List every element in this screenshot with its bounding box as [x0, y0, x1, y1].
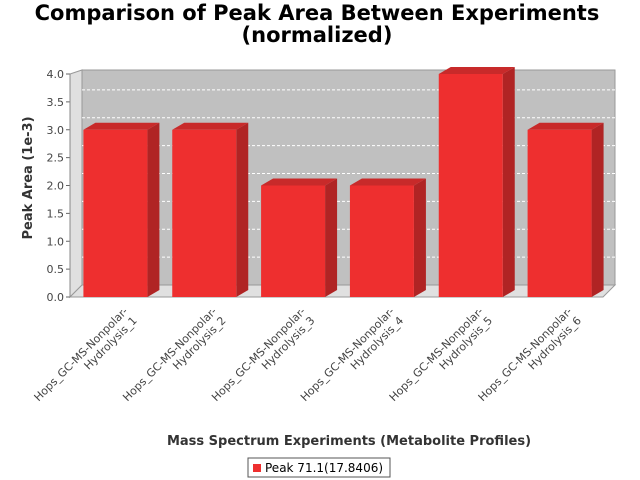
bar-top — [261, 178, 338, 186]
bar-front — [83, 129, 148, 297]
bars — [83, 67, 604, 297]
bar-side — [236, 122, 249, 297]
y-tick-label: 3.5 — [47, 96, 65, 109]
bar-front — [172, 129, 237, 297]
bar-front — [438, 74, 503, 297]
x-axis-label: Mass Spectrum Experiments (Metabolite Pr… — [167, 434, 531, 449]
bar-front — [349, 185, 414, 297]
bar-side — [502, 67, 515, 297]
bar-top — [349, 178, 426, 186]
y-tick-label: 0.5 — [47, 263, 65, 276]
bar-front — [527, 129, 592, 297]
bar — [261, 178, 338, 297]
chart-title-line-1: Comparison of Peak Area Between Experime… — [35, 1, 600, 25]
y-axis-ticks: 0.0 0.5 1.0 1.5 2.0 2.5 3.0 3.5 4.0 — [47, 61, 615, 304]
plot-left-wall — [69, 69, 83, 299]
bar — [83, 122, 160, 297]
x-category-label-line: Hops_GC-MS-Nonpolar- — [31, 305, 130, 404]
y-tick-label: 2.5 — [47, 152, 65, 165]
bar-side — [147, 122, 160, 297]
y-tick-label: 2.0 — [47, 180, 65, 193]
x-axis-categories: Hops_GC-MS-Nonpolar-Hydrolysis_1Hops_GC-… — [31, 305, 583, 404]
bar-top — [438, 67, 515, 74]
y-tick-label: 0.0 — [47, 291, 65, 304]
y-tick-label: 1.0 — [47, 235, 65, 248]
bar — [172, 122, 249, 297]
y-tick-label: 3.0 — [47, 124, 65, 137]
legend: Peak 71.1(17.8406) — [247, 457, 391, 478]
legend-label: Peak 71.1(17.8406) — [265, 461, 383, 475]
bar-top — [527, 122, 604, 130]
legend-box — [247, 457, 391, 478]
bar-side — [325, 178, 338, 297]
bar-front — [261, 185, 326, 297]
bar-side — [591, 122, 604, 297]
bar — [438, 67, 515, 297]
bar — [527, 122, 604, 297]
bar-top — [172, 122, 249, 130]
legend-swatch — [253, 464, 261, 472]
y-axis-label: Peak Area (1e-3) — [21, 116, 36, 239]
bar-side — [413, 178, 426, 297]
chart-title-line-2: (normalized) — [242, 23, 393, 47]
bar — [349, 178, 426, 297]
bar-top — [83, 122, 160, 130]
y-tick-label: 4.0 — [47, 68, 65, 81]
y-tick-label: 1.5 — [47, 207, 65, 220]
